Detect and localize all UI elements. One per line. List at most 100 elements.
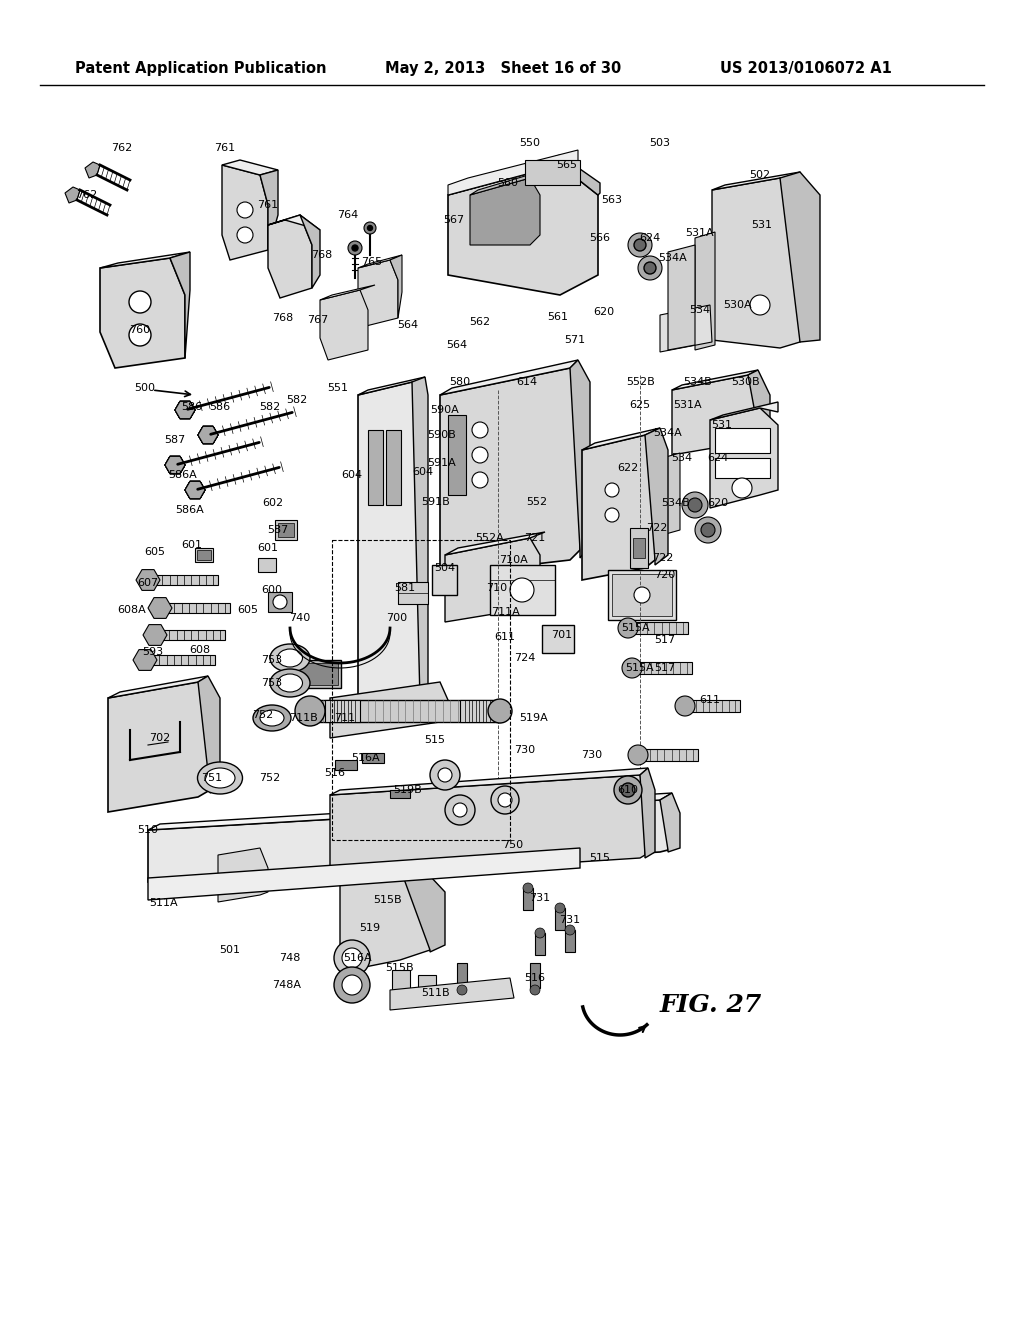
Text: 534A: 534A xyxy=(658,253,687,263)
Text: 602: 602 xyxy=(262,498,284,508)
Text: 515: 515 xyxy=(425,735,445,744)
Circle shape xyxy=(237,202,253,218)
Text: 571: 571 xyxy=(564,335,586,345)
Text: 519B: 519B xyxy=(393,785,422,795)
Polygon shape xyxy=(198,426,218,444)
Text: 614: 614 xyxy=(516,378,538,387)
Ellipse shape xyxy=(260,710,284,726)
Text: 740: 740 xyxy=(290,612,310,623)
Polygon shape xyxy=(185,482,205,499)
Circle shape xyxy=(490,785,519,814)
Polygon shape xyxy=(712,172,800,190)
Text: 604: 604 xyxy=(341,470,362,480)
Text: 510: 510 xyxy=(137,825,159,836)
Text: 622: 622 xyxy=(617,463,639,473)
Polygon shape xyxy=(222,160,278,176)
Text: 531: 531 xyxy=(752,220,772,230)
Text: 534: 534 xyxy=(672,453,692,463)
Ellipse shape xyxy=(205,768,234,788)
Text: 711A: 711A xyxy=(490,607,519,616)
Text: 605: 605 xyxy=(238,605,258,615)
Text: US 2013/0106072 A1: US 2013/0106072 A1 xyxy=(720,61,892,75)
Polygon shape xyxy=(330,775,645,878)
Circle shape xyxy=(295,696,325,726)
Circle shape xyxy=(342,975,362,995)
Polygon shape xyxy=(319,285,375,300)
Polygon shape xyxy=(198,426,218,444)
Bar xyxy=(268,591,292,612)
Bar xyxy=(310,700,500,722)
Text: May 2, 2013   Sheet 16 of 30: May 2, 2013 Sheet 16 of 30 xyxy=(385,61,622,75)
Polygon shape xyxy=(170,252,190,358)
Bar xyxy=(633,539,645,558)
Text: 590A: 590A xyxy=(431,405,460,414)
Polygon shape xyxy=(175,401,195,418)
Text: 710A: 710A xyxy=(499,554,527,565)
Circle shape xyxy=(457,985,467,995)
Bar xyxy=(362,752,384,763)
Polygon shape xyxy=(319,290,368,360)
Polygon shape xyxy=(412,378,428,711)
Circle shape xyxy=(510,578,534,602)
Text: 730: 730 xyxy=(582,750,602,760)
Polygon shape xyxy=(358,381,420,725)
Polygon shape xyxy=(198,426,218,444)
Polygon shape xyxy=(198,426,218,444)
Text: 601: 601 xyxy=(257,543,279,553)
Text: 563: 563 xyxy=(601,195,623,205)
Text: 761: 761 xyxy=(257,201,279,210)
Polygon shape xyxy=(175,401,195,418)
Bar xyxy=(368,430,383,506)
Polygon shape xyxy=(185,482,205,499)
Text: FIG. 27: FIG. 27 xyxy=(660,993,762,1016)
Polygon shape xyxy=(185,482,205,499)
Text: 720: 720 xyxy=(654,570,676,579)
Text: 551: 551 xyxy=(328,383,348,393)
Text: 511B: 511B xyxy=(421,987,450,998)
Polygon shape xyxy=(175,401,195,418)
Text: 731: 731 xyxy=(559,915,581,925)
Polygon shape xyxy=(108,682,210,812)
Text: 620: 620 xyxy=(594,308,614,317)
Polygon shape xyxy=(108,676,208,698)
Circle shape xyxy=(555,903,565,913)
Bar xyxy=(632,663,692,675)
Ellipse shape xyxy=(278,675,302,692)
Text: 534B: 534B xyxy=(684,378,713,387)
Polygon shape xyxy=(165,457,185,474)
Polygon shape xyxy=(780,172,820,342)
Polygon shape xyxy=(340,869,430,972)
Text: 608A: 608A xyxy=(118,605,146,615)
Polygon shape xyxy=(710,403,778,420)
Text: 582: 582 xyxy=(287,395,307,405)
Text: 501: 501 xyxy=(219,945,241,954)
Text: 550: 550 xyxy=(519,139,541,148)
Text: 586A: 586A xyxy=(176,506,205,515)
Circle shape xyxy=(634,587,650,603)
Text: 566: 566 xyxy=(590,234,610,243)
Polygon shape xyxy=(148,800,668,882)
Text: 515: 515 xyxy=(590,853,610,863)
Text: 753: 753 xyxy=(261,655,283,665)
Bar xyxy=(608,570,676,620)
Text: 722: 722 xyxy=(652,553,674,564)
Text: 590B: 590B xyxy=(428,430,457,440)
Text: 768: 768 xyxy=(311,249,333,260)
Text: 624: 624 xyxy=(639,234,660,243)
Circle shape xyxy=(453,803,467,817)
Polygon shape xyxy=(449,165,598,294)
Polygon shape xyxy=(668,246,695,350)
Circle shape xyxy=(530,985,540,995)
Polygon shape xyxy=(143,624,167,645)
Polygon shape xyxy=(390,978,514,1010)
Text: 515A: 515A xyxy=(622,623,650,634)
Text: 752: 752 xyxy=(259,774,281,783)
Bar xyxy=(612,574,672,616)
Polygon shape xyxy=(449,154,560,195)
Text: 752: 752 xyxy=(252,710,273,719)
Polygon shape xyxy=(470,178,540,246)
Polygon shape xyxy=(175,401,195,418)
Circle shape xyxy=(605,483,618,498)
Text: 751: 751 xyxy=(202,774,222,783)
Bar xyxy=(275,520,297,540)
